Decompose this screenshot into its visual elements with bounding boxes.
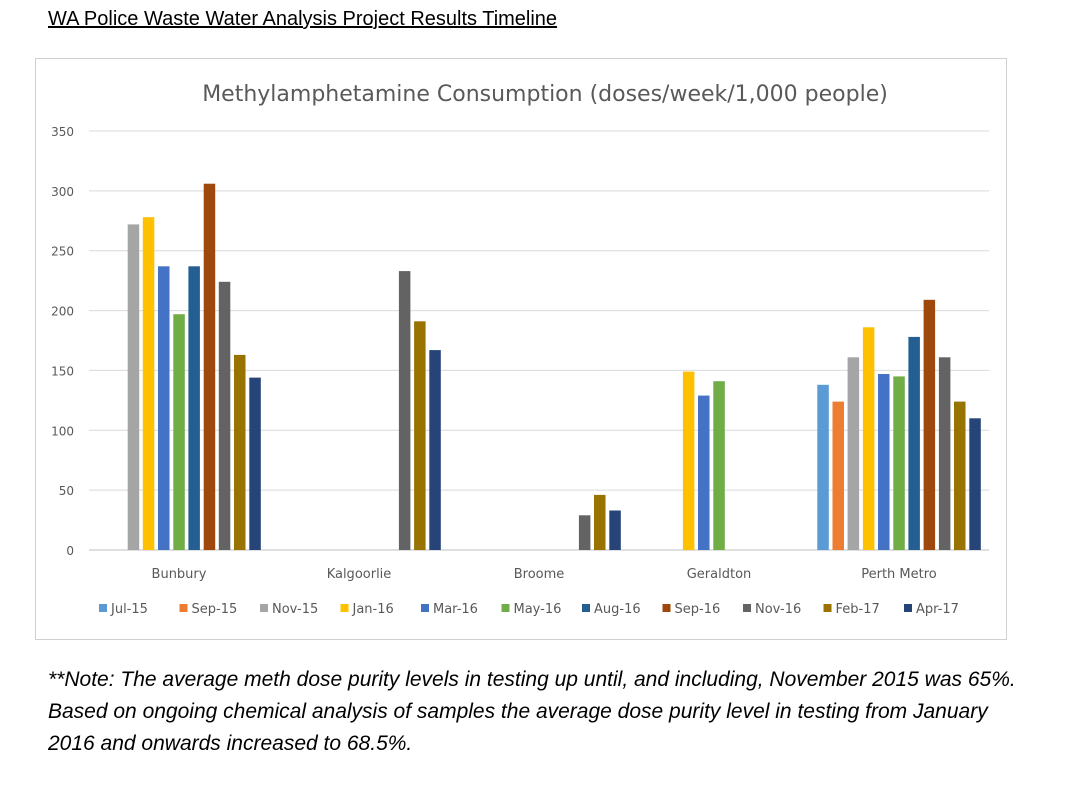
bar — [249, 377, 261, 550]
y-tick-label: 0 — [66, 544, 74, 558]
legend-swatch — [904, 604, 912, 612]
bar — [969, 418, 981, 550]
legend-swatch — [340, 604, 349, 612]
bar — [832, 401, 844, 550]
bar — [954, 401, 966, 550]
bar — [173, 314, 185, 550]
legend-swatch — [179, 604, 188, 612]
legend-label: Sep-15 — [192, 602, 238, 617]
legend-swatch — [743, 604, 751, 612]
legend-label: Nov-15 — [272, 602, 318, 617]
y-tick-label: 300 — [51, 185, 74, 199]
y-tick-label: 200 — [51, 305, 74, 319]
legend-label: Mar-16 — [433, 602, 478, 617]
chart-title: Methylamphetamine Consumption (doses/wee… — [202, 82, 888, 107]
y-tick-label: 50 — [59, 484, 74, 498]
y-tick-label: 350 — [51, 125, 74, 139]
chart-container: Methylamphetamine Consumption (doses/wee… — [35, 58, 1007, 640]
bar — [698, 395, 710, 550]
bar — [682, 371, 695, 550]
bar — [908, 336, 920, 550]
x-tick-label: Kalgoorlie — [327, 567, 392, 582]
legend-label: Jul-15 — [110, 602, 148, 617]
legend-swatch — [260, 604, 268, 612]
bar — [218, 281, 231, 550]
purity-note: **Note: The average meth dose purity lev… — [48, 668, 1016, 755]
bar — [817, 384, 829, 550]
bar — [414, 321, 426, 550]
y-tick-label: 250 — [51, 245, 74, 259]
legend-label: Nov-16 — [755, 602, 801, 617]
bar — [878, 374, 890, 550]
legend-swatch — [99, 604, 107, 612]
legend-label: Aug-16 — [594, 602, 641, 617]
legend-label: Jan-16 — [352, 602, 394, 617]
legend-swatch — [662, 604, 671, 612]
y-tick-label: 150 — [51, 364, 74, 378]
bar — [578, 515, 591, 550]
bar — [847, 357, 860, 550]
x-tick-label: Geraldton — [687, 567, 752, 582]
legend-label: May-16 — [514, 602, 562, 617]
bar — [158, 266, 170, 550]
x-tick-label: Bunbury — [152, 567, 207, 582]
x-tick-label: Perth Metro — [861, 567, 937, 582]
y-tick-label: 100 — [51, 424, 74, 438]
bar — [893, 376, 905, 550]
legend-swatch — [421, 604, 429, 612]
legend-swatch — [501, 604, 510, 612]
bar — [188, 266, 200, 550]
bar — [594, 494, 606, 550]
legend-label: Sep-16 — [675, 602, 721, 617]
legend-label: Apr-17 — [916, 602, 959, 617]
bar-chart: Methylamphetamine Consumption (doses/wee… — [51, 82, 989, 617]
bar — [429, 350, 441, 550]
bar — [923, 299, 936, 550]
bar — [203, 183, 216, 550]
page-title: WA Police Waste Water Analysis Project R… — [48, 8, 558, 30]
bar — [234, 354, 246, 550]
bar — [609, 510, 621, 550]
bar — [862, 327, 875, 550]
x-tick-label: Broome — [514, 567, 565, 582]
bar — [127, 224, 140, 550]
legend-swatch — [823, 604, 832, 612]
bar — [713, 381, 725, 550]
legend-swatch — [582, 604, 590, 612]
bar — [938, 357, 951, 550]
bar — [398, 271, 411, 550]
bar — [142, 217, 155, 550]
legend-label: Feb-17 — [836, 602, 880, 617]
